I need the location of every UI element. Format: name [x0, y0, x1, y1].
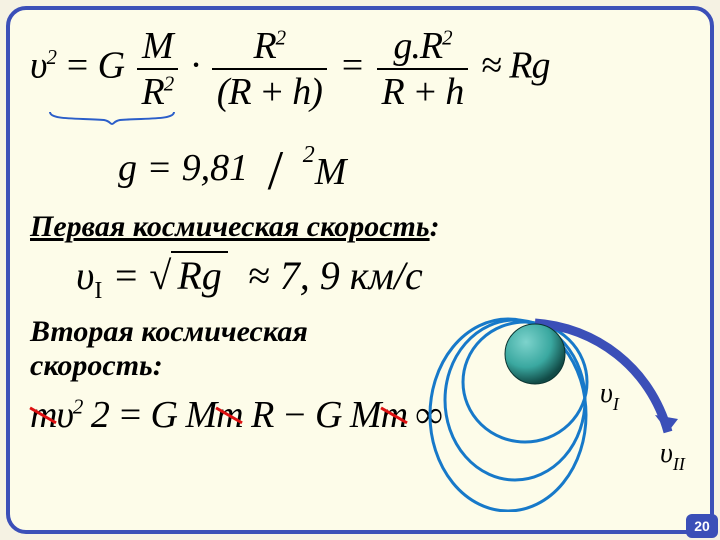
equals-2: =: [339, 45, 364, 87]
dot: ·: [191, 45, 200, 87]
svg-text:υII: υII: [660, 438, 686, 474]
v1-value: ≈ 7, 9 км/с: [248, 253, 423, 298]
slide-frame: υ2 = G M R2 · R2 (R + h) = g.R2 R + h ≈ …: [6, 6, 714, 534]
heading-first-cosmic: Первая космическая скорость:: [30, 210, 690, 244]
sym-G: G: [98, 45, 124, 87]
strike-m2: m: [216, 393, 242, 437]
slash-icon: /: [268, 152, 284, 191]
equals-1: =: [64, 45, 89, 87]
g-value: g = 9,81: [118, 147, 248, 189]
sym-Rg: Rg: [509, 45, 549, 87]
page-badge: 20: [686, 514, 718, 538]
frac-gR2-over-Rh: g.R2 R + h: [377, 24, 469, 114]
sym-v: υ: [30, 45, 46, 87]
exp-2b: 2: [303, 142, 315, 168]
g-M: M: [315, 151, 347, 193]
orbit-diagram: υI υII: [400, 307, 700, 512]
brace-icon: [48, 110, 176, 126]
equation-v1: υI = √Rg ≈ 7, 9 км/с: [76, 252, 690, 305]
heading-second-cosmic: Вторая космическая скорость:: [30, 315, 390, 383]
derivation-equation: υ2 = G M R2 · R2 (R + h) = g.R2 R + h ≈ …: [30, 24, 690, 194]
approx: ≈: [481, 45, 501, 87]
exp-2: 2: [46, 45, 55, 69]
svg-text:υI: υI: [600, 378, 620, 414]
frac-M-over-R2: M R2: [137, 24, 179, 114]
strike-m1: m: [30, 393, 56, 437]
frac-R2-over-Rh: R2 (R + h): [212, 24, 327, 114]
